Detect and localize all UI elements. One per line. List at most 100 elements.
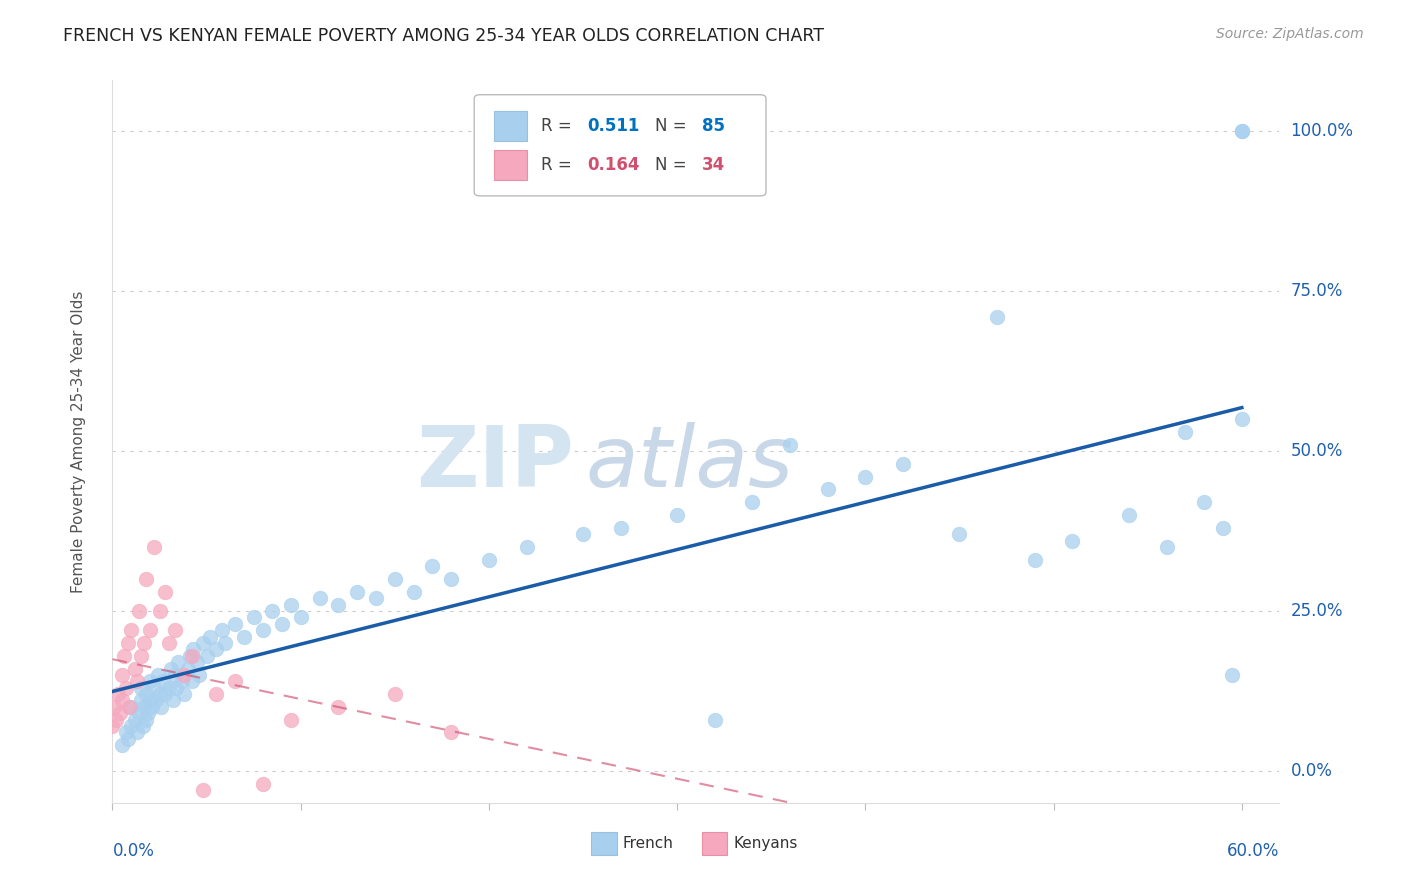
Point — [478, 553, 501, 567]
Point — [986, 310, 1008, 324]
Point — [120, 719, 142, 733]
Point — [262, 604, 284, 618]
Point — [853, 469, 876, 483]
Point — [148, 687, 170, 701]
Text: 85: 85 — [702, 117, 725, 135]
Point — [891, 457, 914, 471]
Point — [1062, 533, 1084, 548]
Point — [125, 725, 148, 739]
Text: 0.0%: 0.0% — [1291, 762, 1333, 780]
Point — [124, 713, 146, 727]
Text: French: French — [623, 836, 673, 851]
Point — [167, 655, 190, 669]
Point — [129, 648, 152, 663]
Y-axis label: Female Poverty Among 25-34 Year Olds: Female Poverty Among 25-34 Year Olds — [72, 291, 86, 592]
Text: 0.0%: 0.0% — [112, 842, 155, 860]
Point — [135, 713, 157, 727]
Point — [114, 681, 136, 695]
Point — [186, 655, 208, 669]
Text: Source: ZipAtlas.com: Source: ZipAtlas.com — [1216, 27, 1364, 41]
Point — [118, 699, 141, 714]
Point — [112, 648, 135, 663]
Point — [160, 661, 183, 675]
Text: ZIP: ZIP — [416, 422, 574, 505]
Point — [124, 661, 146, 675]
Point — [145, 693, 167, 707]
Point — [224, 674, 246, 689]
Point — [163, 623, 186, 637]
Point — [173, 668, 195, 682]
Point — [233, 630, 256, 644]
Point — [128, 706, 150, 721]
Point — [157, 681, 180, 695]
Point — [134, 636, 156, 650]
Text: 60.0%: 60.0% — [1227, 842, 1279, 860]
Point — [516, 540, 538, 554]
Point — [1118, 508, 1140, 522]
Point — [191, 636, 214, 650]
Point — [162, 693, 184, 707]
Point — [224, 616, 246, 631]
Point — [308, 591, 330, 606]
Point — [105, 713, 128, 727]
Text: 75.0%: 75.0% — [1291, 282, 1343, 301]
Point — [120, 623, 142, 637]
Point — [153, 687, 176, 701]
Point — [131, 719, 153, 733]
Text: N =: N = — [655, 156, 692, 174]
Point — [180, 674, 202, 689]
Point — [188, 668, 211, 682]
Point — [252, 623, 274, 637]
Point — [1230, 412, 1253, 426]
Point — [148, 604, 170, 618]
Text: N =: N = — [655, 117, 692, 135]
Point — [384, 572, 406, 586]
Point — [364, 591, 387, 606]
Text: 50.0%: 50.0% — [1291, 442, 1343, 460]
Point — [346, 584, 368, 599]
Text: 0.164: 0.164 — [588, 156, 640, 174]
Point — [125, 674, 148, 689]
Point — [328, 699, 350, 714]
Point — [1212, 521, 1234, 535]
Point — [290, 610, 312, 624]
Text: 34: 34 — [702, 156, 725, 174]
Point — [1156, 540, 1178, 554]
Point — [114, 725, 136, 739]
Point — [1174, 425, 1197, 439]
Point — [242, 610, 264, 624]
FancyBboxPatch shape — [494, 111, 527, 141]
Point — [142, 540, 165, 554]
Point — [200, 630, 222, 644]
Point — [948, 527, 970, 541]
Point — [214, 636, 236, 650]
Point — [129, 681, 152, 695]
Point — [1222, 668, 1244, 682]
Text: 0.511: 0.511 — [588, 117, 640, 135]
Point — [252, 776, 274, 790]
Point — [817, 483, 839, 497]
Point — [128, 604, 150, 618]
Text: R =: R = — [541, 117, 576, 135]
Point — [163, 668, 186, 682]
Point — [107, 687, 129, 701]
Point — [111, 693, 134, 707]
Point — [1192, 495, 1215, 509]
Point — [153, 584, 176, 599]
Point — [195, 648, 218, 663]
Point — [108, 706, 131, 721]
Point — [134, 699, 156, 714]
Point — [139, 623, 162, 637]
Point — [609, 521, 631, 535]
Point — [129, 693, 152, 707]
Point — [384, 687, 406, 701]
Point — [179, 648, 201, 663]
Point — [1024, 553, 1046, 567]
Point — [139, 674, 162, 689]
Point — [103, 699, 125, 714]
Point — [157, 636, 180, 650]
Point — [150, 699, 173, 714]
Point — [120, 699, 142, 714]
Point — [166, 681, 188, 695]
Point — [111, 668, 134, 682]
